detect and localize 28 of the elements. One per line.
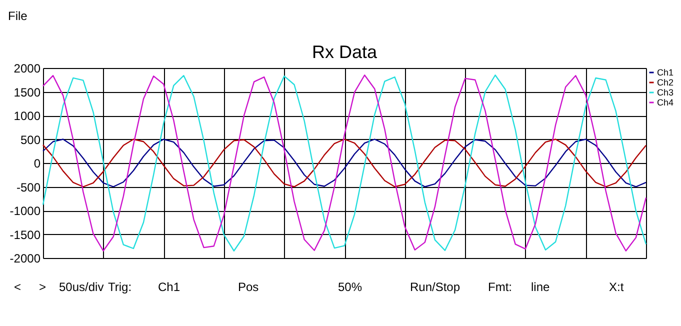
y-tick-label: 1500 bbox=[14, 85, 41, 100]
text: line bbox=[531, 280, 550, 294]
text: 50% bbox=[338, 280, 362, 294]
y-tick-label: 0 bbox=[34, 156, 41, 170]
legend-label: Ch4 bbox=[657, 98, 674, 108]
y-tick-label: -1500 bbox=[10, 228, 41, 242]
text: Run/Stop bbox=[410, 280, 460, 294]
y-tick-label: 500 bbox=[20, 132, 41, 147]
text: Pos bbox=[238, 280, 259, 294]
text: Fmt: bbox=[488, 280, 512, 294]
y-tick-label: -1000 bbox=[10, 204, 41, 218]
y-tick-label: -500 bbox=[16, 180, 41, 194]
chart-title: Rx Data bbox=[312, 42, 378, 62]
line-series bbox=[42, 74, 647, 252]
y-tick-label: -2000 bbox=[10, 252, 41, 266]
text: Trig: bbox=[108, 280, 132, 294]
line-series bbox=[42, 138, 647, 188]
legend-label: Ch3 bbox=[657, 88, 674, 98]
y-tick-label: 1000 bbox=[14, 109, 41, 123]
text: > bbox=[39, 280, 46, 294]
legend-label: Ch2 bbox=[657, 78, 674, 88]
y-tick-label: 2000 bbox=[14, 62, 41, 76]
text: X:t bbox=[609, 280, 624, 294]
text: File bbox=[8, 9, 28, 23]
text: 50us/div bbox=[59, 280, 104, 294]
text: Ch1 bbox=[158, 280, 180, 294]
text: < bbox=[14, 280, 22, 294]
legend-label: Ch1 bbox=[657, 68, 674, 78]
